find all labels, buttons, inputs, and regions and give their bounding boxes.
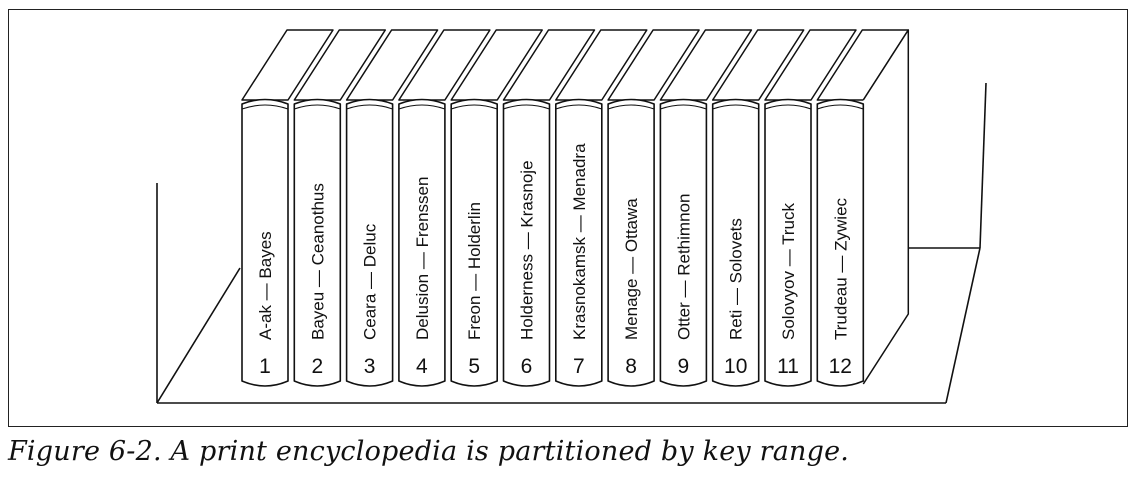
volume-spine-band — [712, 104, 759, 110]
shelf-back-right — [979, 82, 987, 249]
volume-range-label: Ceara — Deluc — [361, 223, 380, 340]
volume-number: 9 — [678, 355, 690, 378]
volume-range-label: Trudeau — Zywiec — [831, 197, 850, 340]
shelf-base-right — [945, 247, 981, 404]
volume-spine-band — [346, 104, 393, 110]
volume-spine-band — [607, 104, 655, 110]
volume-number: 8 — [625, 355, 637, 378]
volume-1: A-ak — Bayes 1 — [241, 29, 334, 387]
volume-spine — [659, 98, 708, 387]
volume-range-label: Holderness — Krasnoje — [518, 160, 537, 340]
volume-3: Ceara — Deluc 3 — [345, 29, 439, 387]
volume-spine-band — [817, 104, 864, 110]
volume-spine — [764, 98, 812, 387]
volume-number: 4 — [416, 355, 428, 378]
volume-spine — [293, 98, 342, 387]
volume-number: 10 — [724, 355, 747, 378]
volume-9: Otter — Rethimnon 9 — [659, 29, 753, 387]
volume-8: Menage — Ottawa 8 — [607, 29, 700, 387]
volume-number: 12 — [829, 355, 852, 378]
volume-5: Freon — Holderlin 5 — [450, 29, 543, 387]
volume-side — [862, 29, 910, 385]
volume-spine-band — [503, 104, 550, 110]
volume-number: 3 — [364, 355, 376, 378]
shelf-base-left — [156, 267, 241, 404]
figure-caption: Figure 6-2. A print encyclopedia is part… — [8, 436, 850, 467]
volume-range-label: Delusion — Frenssen — [413, 177, 432, 340]
volume-number: 6 — [521, 355, 533, 378]
volume-7: Krasnokamsk — Menadra 7 — [555, 29, 648, 387]
volume-spine-band — [294, 104, 341, 110]
volume-spine — [398, 98, 446, 387]
volume-range-label: Reti — Solovets — [727, 218, 746, 340]
volume-range-label: Otter — Rethimnon — [674, 194, 693, 340]
volume-spine — [450, 98, 498, 387]
volume-spine — [555, 98, 603, 387]
volume-spine — [502, 98, 551, 387]
volume-number: 1 — [259, 355, 271, 378]
bookshelf — [156, 82, 987, 404]
volume-range-label: Bayeu — Ceanothus — [308, 183, 327, 340]
volume-range-label: Menage — Ottawa — [622, 198, 641, 340]
volume-number: 5 — [468, 355, 480, 378]
volume-2: Bayeu — Ceanothus 2 — [293, 29, 387, 387]
volume-12: Trudeau — Zywiec 12 — [816, 29, 910, 387]
volume-11: Solovyov — Truck 11 — [764, 29, 857, 387]
volume-spine — [711, 98, 760, 387]
volume-spine-band — [660, 104, 707, 110]
volume-range-label: Solovyov — Truck — [779, 203, 798, 340]
volume-spine — [345, 98, 394, 387]
volume-spine-band — [398, 104, 446, 110]
volume-10: Reti — Solovets 10 — [711, 29, 805, 387]
volume-number: 11 — [777, 355, 799, 378]
volume-6: Holderness — Krasnoje 6 — [502, 29, 596, 387]
volume-spine-band — [555, 104, 602, 110]
volume-range-label: Freon — Holderlin — [465, 202, 484, 340]
volume-spine-band — [241, 104, 289, 110]
volume-range-label: Krasnokamsk — Menadra — [570, 143, 589, 340]
volume-spine-band — [451, 104, 498, 110]
volume-spine — [241, 98, 289, 387]
volume-spine — [607, 98, 655, 387]
volume-number: 7 — [573, 355, 585, 378]
volume-range-label: A-ak — Bayes — [256, 231, 275, 340]
volume-spine — [816, 98, 865, 387]
volume-number: 2 — [311, 355, 323, 378]
volume-spine-band — [764, 104, 812, 110]
volume-4: Delusion — Frenssen 4 — [398, 29, 491, 387]
